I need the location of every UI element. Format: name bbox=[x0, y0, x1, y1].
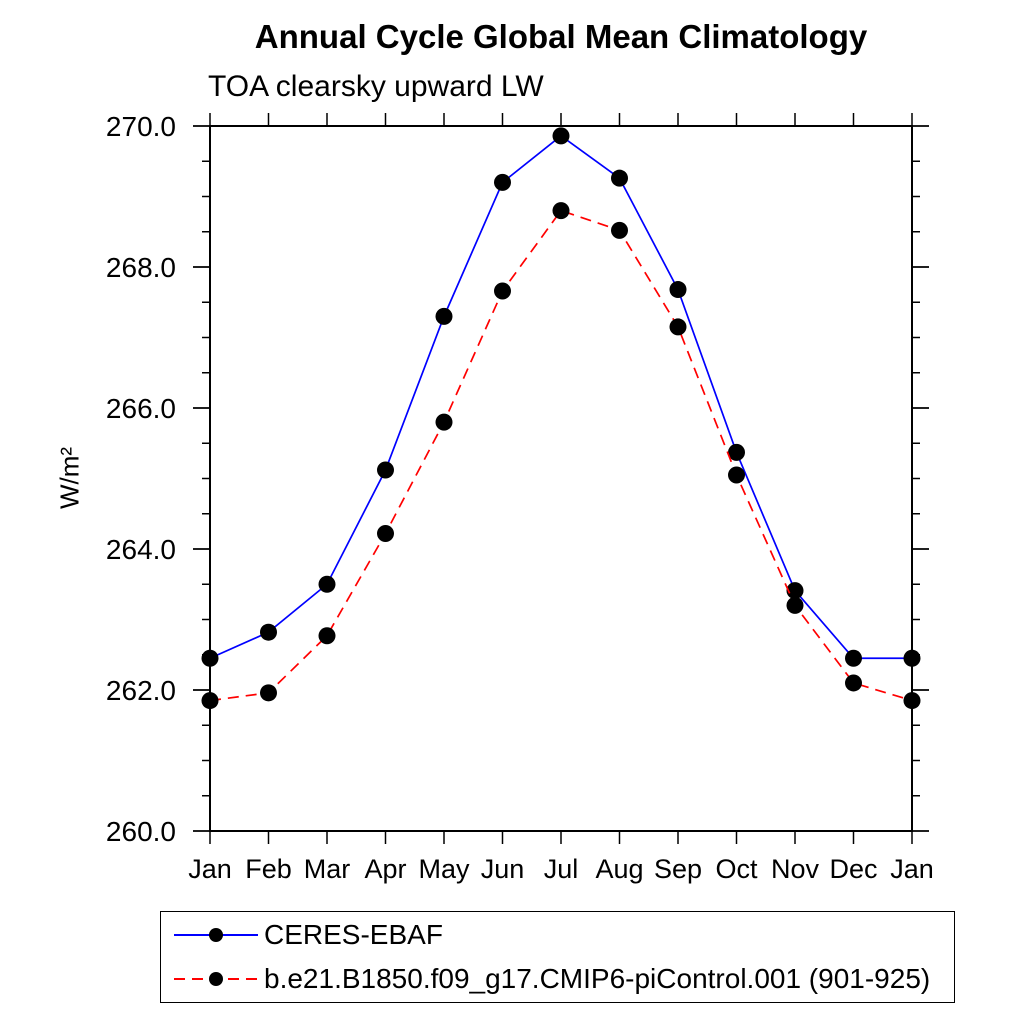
series-line-1 bbox=[209, 209, 913, 702]
legend-box: CERES-EBAF b.e21.B1850.f09_g17.CMIP6-piC… bbox=[160, 911, 955, 1003]
data-point bbox=[786, 582, 804, 600]
data-point bbox=[903, 649, 921, 667]
plot-frame bbox=[209, 125, 913, 832]
chart-title: Annual Cycle Global Mean Climatology bbox=[254, 18, 868, 55]
x-axis-tick-label: Dec bbox=[829, 854, 877, 884]
data-point bbox=[494, 173, 511, 191]
chart-subtitle: TOA clearsky upward LW bbox=[208, 70, 544, 103]
x-axis-tick-label: May bbox=[418, 854, 470, 884]
y-axis-tick-label: 270.0 bbox=[106, 111, 176, 142]
x-axis-tick-label: Apr bbox=[364, 854, 406, 884]
data-point bbox=[669, 318, 687, 336]
x-axis-tick-label: Nov bbox=[771, 854, 820, 884]
y-axis-tick-label: 268.0 bbox=[106, 252, 176, 283]
x-axis-tick-label: Sep bbox=[654, 854, 702, 884]
x-axis-tick-label: Mar bbox=[304, 854, 351, 884]
legend-item-picontrol: b.e21.B1850.f09_g17.CMIP6-piControl.001 … bbox=[173, 959, 954, 999]
data-point bbox=[845, 674, 862, 692]
x-axis-tick-label: Jun bbox=[481, 854, 525, 884]
data-point bbox=[201, 692, 219, 710]
y-axis-tick-label: 264.0 bbox=[106, 534, 176, 565]
data-point bbox=[318, 575, 336, 593]
legend-line-sample-dashed bbox=[174, 972, 258, 986]
data-point bbox=[611, 169, 628, 187]
x-axis-tick-label: Feb bbox=[245, 854, 292, 884]
x-axis-tick-label: Aug bbox=[595, 854, 643, 884]
data-point bbox=[377, 461, 394, 479]
data-point bbox=[377, 524, 394, 542]
data-point bbox=[669, 281, 687, 299]
x-axis-tick-label: Oct bbox=[715, 854, 758, 884]
data-point bbox=[552, 127, 570, 145]
data-point bbox=[786, 596, 804, 614]
legend-label: CERES-EBAF bbox=[264, 919, 443, 950]
data-point bbox=[260, 623, 277, 641]
data-point bbox=[435, 413, 453, 431]
legend-line-sample-solid bbox=[174, 928, 258, 942]
data-point bbox=[260, 684, 277, 702]
data-point bbox=[845, 649, 862, 667]
data-point bbox=[318, 627, 336, 645]
data-point bbox=[435, 307, 453, 325]
data-point bbox=[201, 649, 219, 667]
y-axis-tick-label: 262.0 bbox=[106, 675, 176, 706]
data-point bbox=[552, 202, 570, 220]
y-axis-tick-label: 260.0 bbox=[106, 816, 176, 847]
data-point bbox=[903, 692, 921, 710]
x-axis-tick-label: Jan bbox=[188, 854, 232, 884]
legend-label: b.e21.B1850.f09_g17.CMIP6-piControl.001 … bbox=[264, 963, 931, 994]
data-point bbox=[611, 221, 628, 239]
x-axis-tick-label: Jan bbox=[890, 854, 934, 884]
data-point bbox=[728, 466, 745, 484]
legend-item-ceres-ebaf: CERES-EBAF bbox=[173, 915, 954, 955]
data-point bbox=[494, 282, 511, 300]
x-axis-tick-label: Jul bbox=[544, 854, 579, 884]
y-axis-tick-label: 266.0 bbox=[106, 393, 176, 424]
data-point bbox=[728, 443, 745, 461]
